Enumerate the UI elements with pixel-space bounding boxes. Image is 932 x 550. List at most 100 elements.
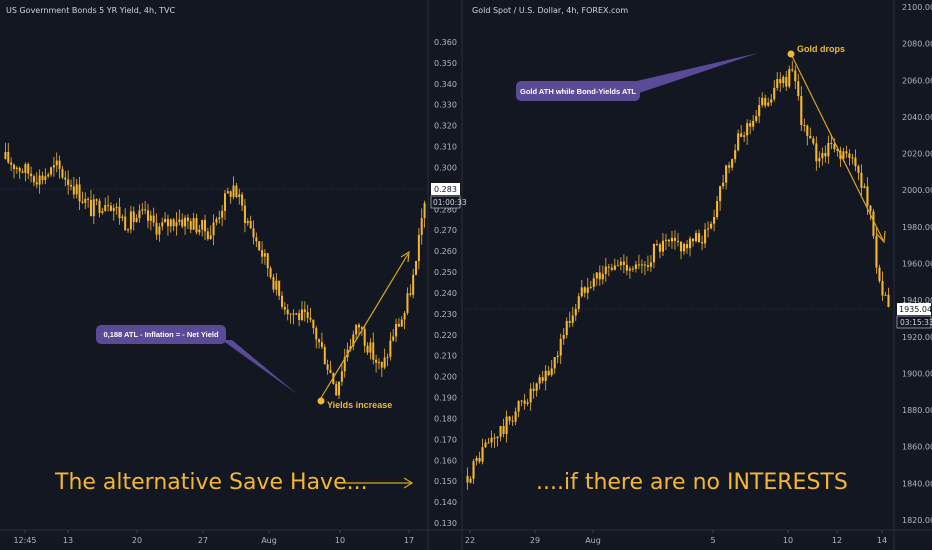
candle-body xyxy=(785,76,788,87)
candle-body xyxy=(550,368,553,376)
candle-body xyxy=(366,345,369,353)
candle-body xyxy=(746,123,749,136)
candle-body xyxy=(12,164,15,169)
x-tick-label: 17 xyxy=(404,536,414,545)
candle-body xyxy=(417,234,420,262)
candle-body xyxy=(178,219,181,222)
candle-body xyxy=(845,151,848,154)
candle-body xyxy=(397,323,400,327)
y-tick-label: 2080.00 xyxy=(902,40,932,49)
candle-body xyxy=(38,175,41,185)
candle-body xyxy=(499,426,502,437)
candle-body xyxy=(98,200,101,213)
candle-body xyxy=(255,237,258,242)
candle-body xyxy=(420,218,423,235)
candle-body xyxy=(722,182,725,187)
candle-body xyxy=(697,233,701,243)
candle-body xyxy=(269,268,272,278)
candle-body xyxy=(688,238,692,249)
y-tick-label: 1900.00 xyxy=(902,369,932,378)
candle-body xyxy=(517,401,520,412)
candle-body xyxy=(312,319,315,329)
candle-body xyxy=(67,179,70,185)
candle-body xyxy=(166,218,169,227)
candle-body xyxy=(872,211,875,236)
x-tick-label: 12:45 xyxy=(13,536,36,545)
candle-body xyxy=(383,357,386,368)
y-tick-label: 1920.00 xyxy=(902,333,932,342)
candle-body xyxy=(18,167,21,172)
candle-body xyxy=(707,228,710,230)
y-tick-label: 1940.00 xyxy=(902,296,932,305)
candle-body xyxy=(682,244,686,252)
candle-body xyxy=(710,223,713,229)
candle-body xyxy=(767,102,770,106)
y-tick-label: 0.240 xyxy=(434,289,457,298)
candle-body xyxy=(643,264,646,266)
candle-body xyxy=(184,217,187,227)
candle-body xyxy=(634,264,637,269)
x-tick-label: 20 xyxy=(132,536,142,545)
candle-body xyxy=(215,219,218,223)
candle-body xyxy=(41,175,44,181)
candle-body xyxy=(734,150,737,160)
candle-body xyxy=(221,210,224,218)
candle-body xyxy=(272,277,275,290)
candle-body xyxy=(212,222,215,236)
candle-body xyxy=(64,177,67,180)
candle-body xyxy=(112,207,115,211)
candle-body xyxy=(115,206,118,208)
candle-body xyxy=(124,216,127,231)
candle-body xyxy=(842,151,845,160)
candle-body xyxy=(226,191,229,194)
gold-point-marker xyxy=(787,50,795,58)
candle-body xyxy=(241,194,244,206)
y-tick-label: 1820.00 xyxy=(902,516,932,525)
candle-body xyxy=(204,219,207,232)
candle-body xyxy=(797,81,800,96)
candle-body xyxy=(565,321,568,335)
candle-body xyxy=(806,125,809,136)
candle-body xyxy=(532,388,535,391)
candle-body xyxy=(75,184,78,195)
candle-body xyxy=(694,233,698,242)
candle-body xyxy=(78,184,81,202)
candle-body xyxy=(295,313,298,315)
candle-body xyxy=(613,265,616,270)
gold-drops-label: Gold drops xyxy=(797,44,845,54)
candle-body xyxy=(670,237,674,242)
candle-body xyxy=(866,186,869,206)
candle-body xyxy=(577,296,580,309)
candle-body xyxy=(243,205,246,224)
right-callout: Gold ATH while Bond-Yields ATL xyxy=(516,53,758,101)
candle-body xyxy=(349,346,352,350)
candle-body xyxy=(502,426,505,435)
candle-body xyxy=(386,356,389,358)
candle-body xyxy=(848,153,851,158)
left-price-axis: 0.3600.3500.3400.3300.3200.3100.3000.290… xyxy=(434,38,457,528)
candle-body xyxy=(571,315,574,323)
x-tick-label: 22 xyxy=(465,536,475,545)
candle-body xyxy=(192,218,195,230)
candle-body xyxy=(315,328,318,340)
y-tick-label: 2020.00 xyxy=(902,150,932,159)
candle-body xyxy=(466,475,469,483)
candle-body xyxy=(141,209,144,211)
candle-body xyxy=(631,268,634,270)
candle-body xyxy=(809,135,812,139)
candle-body xyxy=(335,383,338,396)
y-tick-label: 0.210 xyxy=(434,352,457,361)
candle-body xyxy=(135,218,138,222)
candle-body xyxy=(181,219,184,227)
candle-body xyxy=(640,264,643,266)
y-tick-label: 0.140 xyxy=(434,498,457,507)
candle-body xyxy=(875,235,878,268)
candle-body xyxy=(107,205,110,207)
candle-body xyxy=(412,274,415,295)
candle-body xyxy=(144,209,147,211)
candle-body xyxy=(664,239,668,241)
candle-body xyxy=(15,167,18,169)
candle-body xyxy=(10,162,13,165)
right-callout-text: Gold ATH while Bond-Yields ATL xyxy=(520,87,636,96)
candle-body xyxy=(146,210,149,221)
